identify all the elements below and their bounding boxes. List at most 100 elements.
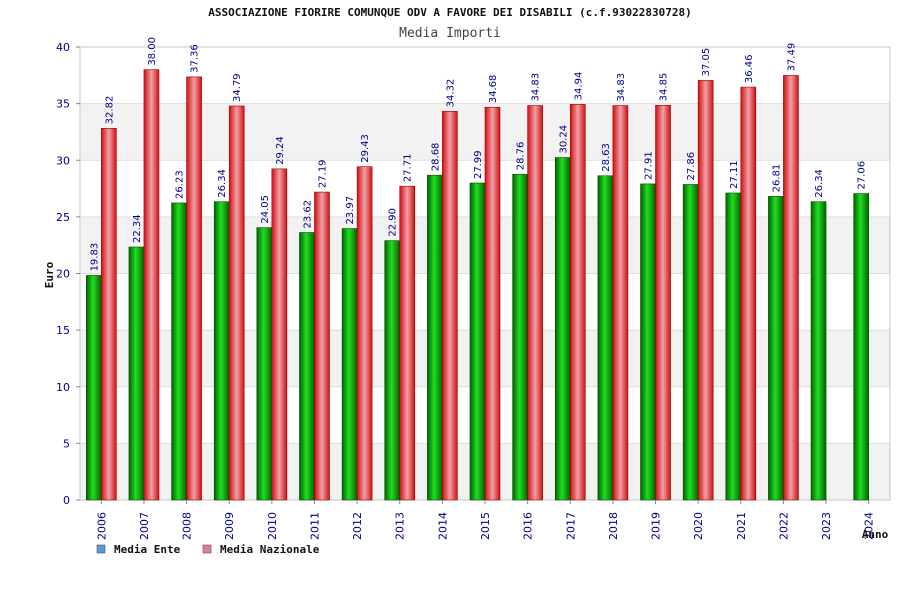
value-label-media-nazionale-2006: 32.82 [104,96,115,125]
bar-media-nazionale-2014 [442,111,458,501]
value-label-media-ente-2014: 28.68 [430,143,441,172]
value-label-media-ente-2021: 27.11 [729,160,740,189]
bar-media-ente-2017 [554,157,571,501]
value-label-media-ente-2012: 23.97 [345,196,356,225]
legend-label-media-ente: Media Ente [114,543,181,556]
x-tick-label-2020: 2020 [692,512,705,540]
bar-media-ente-2016 [512,173,528,501]
bar-media-ente-2011 [299,232,315,501]
x-tick-label-2009: 2009 [223,512,236,540]
value-label-media-nazionale-2011: 27.19 [317,159,328,188]
bar-media-ente-2014 [427,174,443,501]
bar-media-ente-2018 [597,175,614,501]
bar-media-ente-2009 [213,201,230,501]
x-tick-label-2013: 2013 [394,512,407,540]
bar-media-nazionale-2006 [101,128,117,501]
x-tick-label-2015: 2015 [479,512,492,540]
value-label-media-nazionale-2019: 34.85 [659,73,670,102]
bar-media-nazionale-2012 [356,166,373,501]
value-label-media-nazionale-2021: 36.46 [744,54,755,83]
x-tick-label-2008: 2008 [181,512,194,540]
value-label-media-nazionale-2020: 37.05 [701,48,712,77]
value-label-media-ente-2008: 26.23 [175,170,186,199]
x-tick-label-2023: 2023 [820,512,833,540]
value-label-media-nazionale-2012: 29.43 [360,134,371,163]
bar-media-nazionale-2020 [697,80,714,501]
bar-media-nazionale-2009 [228,105,245,501]
x-tick-label-2017: 2017 [564,512,577,540]
legend: Media Ente Media Nazionale [96,543,320,556]
y-tick-label: 0 [63,494,70,507]
bar-media-ente-2006 [86,275,102,501]
value-label-media-ente-2011: 23.62 [302,200,313,229]
y-tick-label: 10 [56,381,70,394]
value-label-media-ente-2018: 28.63 [601,143,612,172]
bar-media-nazionale-2013 [399,185,416,501]
value-label-media-ente-2020: 27.86 [686,152,697,181]
y-tick-label: 15 [56,324,70,337]
x-tick-label-2016: 2016 [522,512,535,540]
bar-media-nazionale-2007 [143,69,160,501]
y-axis-label: Euro [43,261,56,288]
value-label-media-nazionale-2014: 34.32 [445,79,456,108]
value-label-media-nazionale-2007: 38.00 [147,37,158,66]
value-label-media-ente-2024: 27.06 [857,161,868,190]
x-tick-label-2022: 2022 [777,512,790,540]
bar-media-ente-2020 [682,184,699,501]
bar-media-nazionale-2016 [527,105,543,501]
bar-media-ente-2021 [725,192,742,501]
value-label-media-nazionale-2022: 37.49 [786,43,797,72]
bar-media-nazionale-2010 [271,168,288,501]
x-tick-label-2019: 2019 [650,512,663,540]
bars-group [86,69,869,501]
value-label-media-nazionale-2017: 34.94 [573,72,584,101]
value-label-media-ente-2007: 22.34 [132,214,143,243]
x-tick-label-2018: 2018 [607,512,620,540]
bar-media-nazionale-2019 [655,105,671,501]
x-tick-label-2012: 2012 [351,512,364,540]
bar-media-nazionale-2017 [569,104,586,501]
bar-media-nazionale-2018 [612,105,629,501]
value-label-media-ente-2009: 26.34 [217,169,228,198]
bar-media-ente-2013 [384,240,401,501]
value-label-media-nazionale-2018: 34.83 [616,73,627,102]
bar-media-nazionale-2015 [484,106,501,501]
y-tick-label: 25 [56,211,70,224]
value-labels-group: 19.83 32.82 22.34 38.00 26.23 37.36 26.34 34.79… [89,37,867,271]
legend-swatch-media-ente [96,544,106,554]
value-label-media-ente-2023: 26.34 [814,169,825,198]
x-tick-label-2007: 2007 [138,512,151,540]
bar-media-nazionale-2021 [740,86,757,501]
value-label-media-nazionale-2009: 34.79 [232,73,243,102]
bar-media-ente-2012 [341,228,358,501]
legend-swatch-media-nazionale [202,544,212,554]
value-label-media-nazionale-2016: 34.83 [531,73,542,102]
bar-media-ente-2015 [469,182,486,501]
value-label-media-ente-2015: 27.99 [473,150,484,179]
value-label-media-ente-2019: 27.91 [644,151,655,180]
bar-media-nazionale-2011 [314,191,330,501]
value-label-media-nazionale-2008: 37.36 [190,44,201,73]
x-tick-label-2021: 2021 [735,512,748,540]
x-tick-label-2010: 2010 [266,512,279,540]
value-label-media-ente-2006: 19.83 [89,243,100,272]
value-label-media-ente-2016: 28.76 [516,142,527,171]
value-label-media-nazionale-2013: 27.71 [403,154,414,183]
value-label-media-nazionale-2015: 34.68 [488,75,499,104]
x-axis: 2006 2007 2008 2009 2010 2011 2012 2013 2014 2015… [95,500,876,540]
bar-media-nazionale-2008 [186,76,202,501]
x-tick-label-2014: 2014 [436,512,449,540]
value-label-media-ente-2010: 24.05 [260,195,271,224]
bar-media-ente-2024 [853,193,869,501]
bar-media-nazionale-2022 [783,75,799,501]
x-axis-label: Anno [862,528,889,541]
bar-media-ente-2019 [640,183,656,501]
y-tick-label: 30 [56,154,70,167]
y-axis: 0 5 10 15 20 25 30 35 40 [56,41,80,507]
value-label-media-ente-2022: 26.81 [771,164,782,193]
y-tick-label: 40 [56,41,70,54]
value-label-media-nazionale-2010: 29.24 [275,136,286,165]
chart-subtitle: Media Importi [399,26,501,41]
legend-label-media-nazionale: Media Nazionale [220,543,320,556]
